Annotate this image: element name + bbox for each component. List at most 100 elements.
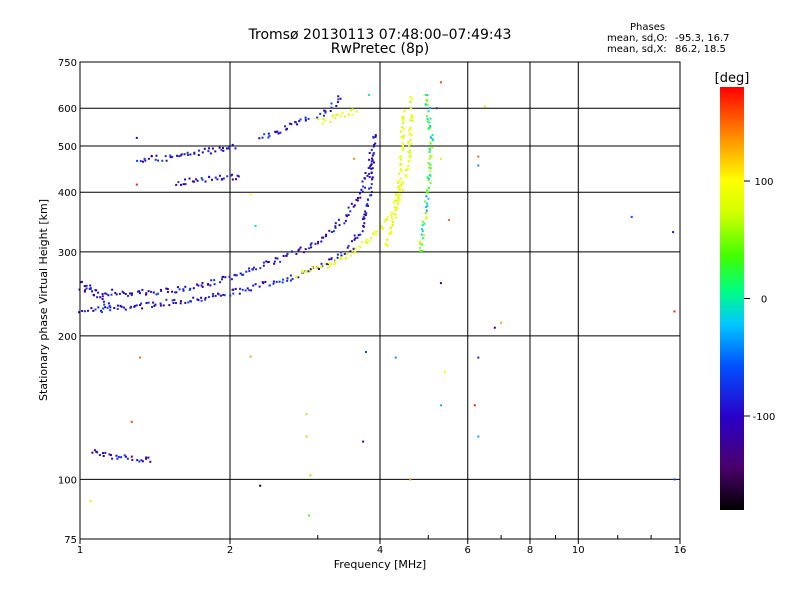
echo-point <box>319 112 322 115</box>
echo-point <box>109 306 112 309</box>
echo-point <box>336 256 339 259</box>
echo-point <box>324 110 327 113</box>
echo-point <box>267 260 270 263</box>
echo-point <box>325 233 328 236</box>
echo-point <box>351 249 354 252</box>
echo-point <box>395 208 398 210</box>
echo-point <box>340 254 343 257</box>
echo-point <box>103 303 106 306</box>
echo-point <box>429 107 432 109</box>
echo-point <box>336 101 339 104</box>
echo-point <box>119 304 122 307</box>
echo-point <box>375 233 378 236</box>
echo-point <box>178 288 181 291</box>
echo-point <box>193 151 196 154</box>
echo-point <box>209 152 212 155</box>
echo-point <box>297 276 300 279</box>
echo-point <box>429 125 432 127</box>
echo-point <box>316 265 319 268</box>
echo-point <box>208 147 210 150</box>
echo-point <box>341 111 344 114</box>
echo-point <box>101 295 104 298</box>
echo-point <box>407 151 410 154</box>
echo-point <box>325 263 328 266</box>
echo-point <box>410 117 413 119</box>
echo-point <box>135 136 138 139</box>
axis-ticks: 1 2 4 6 8 10 16 75 100 200 300 400 500 600 750 <box>58 58 686 556</box>
echo-point <box>404 109 406 112</box>
echo-point <box>184 178 186 181</box>
echo-point <box>140 302 143 305</box>
echo-point <box>102 307 105 310</box>
echo-point <box>282 255 285 257</box>
echo-point <box>218 146 221 149</box>
y-axis-label: Stationary phase Virtual Height [km] <box>37 199 50 401</box>
echo-point <box>370 183 373 186</box>
echo-point <box>187 301 190 304</box>
echo-point <box>100 311 103 314</box>
echo-point <box>371 167 374 170</box>
echo-point <box>138 460 141 463</box>
echo-point <box>222 149 225 152</box>
echo-point <box>428 151 431 153</box>
echo-point <box>359 233 362 236</box>
echo-point <box>396 200 399 203</box>
echo-points <box>78 81 676 517</box>
echo-point <box>421 230 424 233</box>
echo-point <box>214 176 217 179</box>
echo-point <box>400 135 403 138</box>
echo-point <box>321 236 324 239</box>
echo-point <box>370 186 373 189</box>
echo-point <box>115 293 118 296</box>
echo-point <box>147 456 150 459</box>
echo-point <box>484 105 487 108</box>
echo-point <box>366 203 369 206</box>
echo-point <box>165 298 168 301</box>
echo-point <box>330 102 333 105</box>
echo-point <box>372 135 375 138</box>
echo-point <box>101 298 104 300</box>
echo-point <box>425 206 428 209</box>
echo-point <box>323 114 325 117</box>
echo-point <box>110 293 113 296</box>
echo-point <box>398 198 401 201</box>
echo-point <box>350 202 353 205</box>
echo-point <box>421 237 424 240</box>
echo-point <box>248 289 251 292</box>
echo-point <box>309 474 312 477</box>
echo-point <box>192 287 195 290</box>
echo-point <box>386 244 389 247</box>
echo-point <box>173 298 176 301</box>
echo-point <box>339 257 342 260</box>
echo-point <box>365 204 368 207</box>
echo-point <box>189 300 192 302</box>
echo-point <box>423 234 425 237</box>
echo-point <box>301 271 304 274</box>
echo-point <box>139 160 142 163</box>
echo-point <box>401 188 404 191</box>
echo-point <box>209 284 212 287</box>
echo-point <box>429 170 432 173</box>
echo-point <box>409 126 412 129</box>
echo-point <box>419 240 422 243</box>
echo-point <box>362 185 365 188</box>
echo-point <box>402 119 405 122</box>
echo-point <box>397 193 400 196</box>
echo-point <box>207 296 210 299</box>
echo-point <box>368 187 371 190</box>
echo-point <box>171 299 174 302</box>
echo-point <box>211 147 214 150</box>
echo-point <box>262 264 265 267</box>
echo-point <box>411 97 414 100</box>
echo-point <box>398 188 401 191</box>
echo-point <box>267 136 270 139</box>
echo-point <box>222 275 225 278</box>
echo-point <box>197 299 200 302</box>
echo-point <box>386 238 389 241</box>
echo-point <box>201 285 204 288</box>
echo-point <box>347 206 350 209</box>
echo-point <box>165 287 168 290</box>
echo-point <box>383 220 386 223</box>
echo-point <box>144 159 147 162</box>
echo-point <box>370 191 373 194</box>
